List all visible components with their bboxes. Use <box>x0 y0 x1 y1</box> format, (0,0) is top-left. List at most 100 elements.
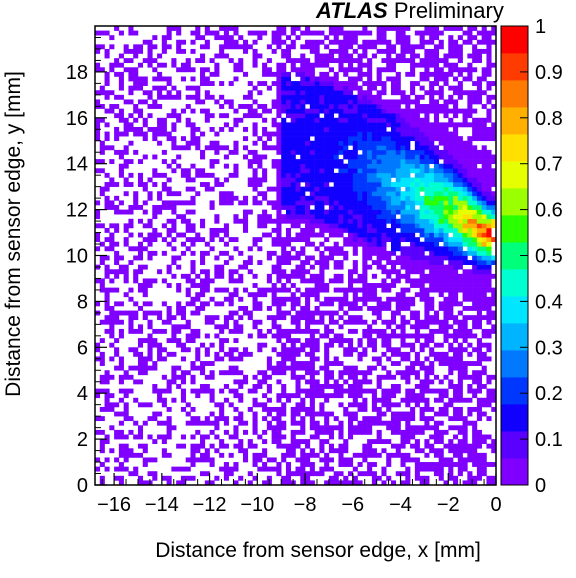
heatmap-cell <box>204 471 210 477</box>
heatmap-cell <box>343 113 349 119</box>
heatmap-cell <box>195 351 201 357</box>
heatmap-cell <box>309 85 315 91</box>
heatmap-cell <box>338 145 344 151</box>
heatmap-cell <box>147 113 153 119</box>
heatmap-cell <box>352 379 358 385</box>
heatmap-cell <box>491 374 497 380</box>
heatmap-cell <box>410 315 416 321</box>
heatmap-cell <box>114 260 120 265</box>
heatmap-cell <box>486 250 492 256</box>
heatmap-cell <box>290 26 296 31</box>
heatmap-cell <box>228 278 234 284</box>
heatmap-cell <box>285 232 292 238</box>
heatmap-cell <box>381 159 387 164</box>
heatmap-cell <box>424 365 430 371</box>
heatmap-cell <box>118 361 124 366</box>
heatmap-cell <box>357 108 363 114</box>
heatmap-cell <box>281 76 287 82</box>
heatmap-cell <box>176 384 182 389</box>
heatmap-cell <box>371 209 377 215</box>
heatmap-cell <box>104 328 110 334</box>
heatmap-cell <box>324 223 330 229</box>
heatmap-cell <box>233 429 239 435</box>
heatmap-cell <box>348 191 354 197</box>
heatmap-cell <box>352 30 358 36</box>
heatmap-cell <box>429 209 435 215</box>
heatmap-cell <box>453 85 459 91</box>
heatmap-cell <box>472 457 478 463</box>
heatmap-cell <box>462 30 468 36</box>
heatmap-cell <box>348 113 354 119</box>
heatmap-cell <box>467 172 473 178</box>
heatmap-cell <box>419 117 425 123</box>
heatmap-cell <box>228 200 234 206</box>
heatmap-cell <box>419 342 425 348</box>
heatmap-cell <box>114 255 120 261</box>
heatmap-cell <box>467 26 473 31</box>
heatmap-cell <box>314 296 320 302</box>
heatmap-cell <box>333 379 339 385</box>
heatmap-cell <box>200 53 206 59</box>
heatmap-cell <box>242 214 249 220</box>
heatmap-cell <box>481 149 487 155</box>
heatmap-cell <box>233 319 239 325</box>
heatmap-cell <box>242 71 249 77</box>
heatmap-cell <box>352 246 358 252</box>
heatmap-cell <box>300 250 306 256</box>
heatmap-cell <box>262 287 268 293</box>
heatmap-cell <box>333 145 339 151</box>
heatmap-cell <box>343 214 349 220</box>
heatmap-cell <box>481 466 487 472</box>
heatmap-cell <box>476 471 482 477</box>
heatmap-cell <box>185 172 191 178</box>
heatmap-cell <box>266 200 272 206</box>
heatmap-cell <box>247 108 253 114</box>
heatmap-cell <box>486 81 492 86</box>
heatmap-cell <box>238 315 244 321</box>
heatmap-cell <box>448 200 454 206</box>
heatmap-cell <box>190 406 196 412</box>
heatmap-cell <box>247 269 253 275</box>
heatmap-cell <box>285 393 292 399</box>
heatmap-cell <box>152 475 158 481</box>
heatmap-cell <box>204 315 210 321</box>
heatmap-cell <box>429 85 435 91</box>
heatmap-cell <box>438 44 444 50</box>
heatmap-cell <box>133 278 139 284</box>
heatmap-cell <box>453 67 459 73</box>
heatmap-cell <box>190 462 196 467</box>
heatmap-cell <box>371 241 377 247</box>
heatmap-cell <box>309 292 315 298</box>
heatmap-cell <box>223 315 229 321</box>
heatmap-cell <box>104 439 110 444</box>
heatmap-cell <box>99 416 105 422</box>
heatmap-cell <box>386 296 392 302</box>
heatmap-cell <box>252 429 258 435</box>
heatmap-cell <box>467 99 473 105</box>
heatmap-cell <box>300 420 306 426</box>
heatmap-cell <box>419 177 425 183</box>
heatmap-cell <box>453 365 459 371</box>
heatmap-cell <box>414 140 420 146</box>
heatmap-cell <box>309 365 315 371</box>
heatmap-cell <box>472 264 478 270</box>
heatmap-cell <box>352 108 358 114</box>
heatmap-cell <box>357 305 363 311</box>
heatmap-cell <box>352 195 358 201</box>
heatmap-cell <box>410 269 416 275</box>
heatmap-cell <box>195 365 201 371</box>
heatmap-cell <box>295 200 301 206</box>
heatmap-cell <box>476 397 482 403</box>
heatmap-cell <box>414 250 420 256</box>
heatmap-cell <box>386 186 392 192</box>
heatmap-cell <box>328 429 334 435</box>
heatmap-cell <box>295 388 301 394</box>
heatmap-cell <box>362 191 368 197</box>
heatmap-cell <box>319 443 325 449</box>
heatmap-cell <box>214 287 220 293</box>
heatmap-cell <box>457 370 463 376</box>
heatmap-cell <box>386 136 392 142</box>
heatmap-cell <box>319 154 325 160</box>
heatmap-cell <box>424 439 430 444</box>
heatmap-cell <box>457 457 463 463</box>
